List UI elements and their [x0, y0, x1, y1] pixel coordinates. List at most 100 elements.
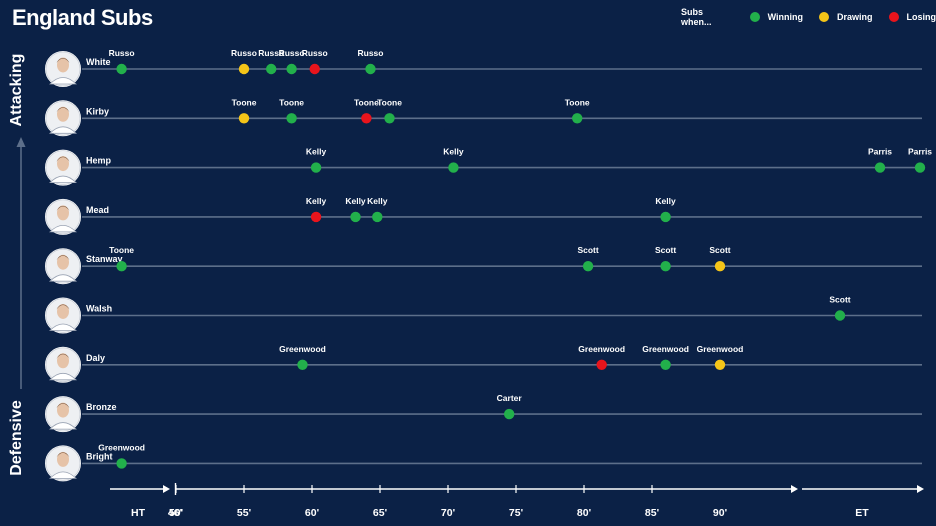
sub-point-winning	[116, 458, 127, 469]
sub-event: Toone	[232, 97, 257, 124]
sub-point-winning	[116, 261, 127, 272]
x-tick-label: 46'	[168, 507, 182, 519]
sub-point-winning	[310, 162, 322, 173]
sub-label: Russo	[279, 48, 305, 58]
sub-label: Parris	[908, 147, 932, 157]
player-name: Bright	[86, 451, 113, 461]
sub-label: Toone	[377, 97, 402, 107]
sub-label: Greenwood	[98, 442, 145, 452]
sub-point-winning	[874, 162, 886, 173]
sub-label: Greenwood	[642, 344, 689, 354]
sub-event: Greenwood	[98, 442, 145, 469]
player-row-bronze: Bronze Carter	[44, 393, 922, 434]
sub-label: Greenwood	[697, 344, 744, 354]
x-tick-label: 90'	[713, 507, 727, 519]
sub-point-winning	[297, 359, 308, 370]
x-tick-label: 65'	[373, 507, 387, 519]
sub-label: Toone	[109, 245, 134, 255]
sub-point-drawing	[714, 359, 726, 370]
sub-event: Toone	[279, 97, 304, 124]
sub-event: Parris	[868, 147, 892, 173]
legend-swatch-winning	[749, 12, 760, 22]
sub-point-winning	[504, 408, 515, 420]
legend-swatch-drawing	[818, 12, 829, 22]
sub-point-losing	[361, 113, 372, 124]
sub-label: Toone	[232, 97, 257, 107]
player-avatar	[44, 444, 82, 483]
sub-point-drawing	[238, 113, 250, 124]
sub-event: Scott	[829, 295, 851, 321]
sub-point-winning	[365, 63, 376, 75]
player-name: White	[86, 57, 111, 67]
sub-event: Russo	[258, 48, 284, 75]
sub-event: Kelly	[306, 147, 327, 173]
x-tick-label: 50'	[169, 507, 183, 519]
sub-event: Kelly	[443, 147, 464, 173]
sub-point-winning	[572, 113, 583, 124]
sub-point-winning	[914, 162, 926, 173]
legend-item-winning: Winning	[749, 12, 803, 22]
sub-label: Toone	[354, 97, 379, 107]
sub-label: Russo	[302, 48, 328, 58]
sub-point-winning	[116, 63, 127, 75]
legend: Subs when... Winning Drawing Losing	[681, 7, 936, 27]
x-tick-label: 85'	[645, 507, 659, 519]
sub-point-winning	[448, 162, 459, 173]
legend-item-losing: Losing	[888, 12, 936, 22]
sub-label: Toone	[279, 97, 304, 107]
sub-point-losing	[309, 63, 320, 75]
sub-label: Greenwood	[578, 344, 625, 354]
sub-event: Greenwood	[697, 344, 744, 370]
x-axis: HT 46'50' 55' 60' 65' 70' 75' 80' 85' 90' ET	[110, 483, 924, 519]
sub-label: Russo	[357, 48, 383, 58]
player-avatar	[44, 148, 82, 187]
sub-event: Russo	[302, 48, 328, 75]
sub-event: Greenwood	[279, 344, 326, 370]
legend-title: Subs when...	[681, 7, 712, 27]
sub-event: Toone	[377, 97, 402, 124]
legend-item-drawing: Drawing	[818, 12, 873, 22]
player-avatar	[44, 50, 82, 88]
sub-point-winning	[266, 63, 277, 75]
sub-label: Scott	[577, 245, 598, 255]
legend-swatch-losing	[888, 12, 899, 22]
player-avatar	[44, 296, 82, 335]
player-name: Hemp	[86, 156, 112, 166]
sub-point-winning	[384, 113, 395, 124]
player-row-hemp: Hemp Kelly Kelly Parris Parris	[44, 147, 932, 187]
sub-point-winning	[286, 63, 297, 75]
sub-label: Kelly	[367, 196, 388, 206]
player-name: Kirby	[86, 106, 109, 116]
sub-event: Kelly	[306, 196, 327, 223]
player-name: Stanway	[86, 254, 123, 264]
sub-label: Kelly	[306, 196, 327, 206]
player-avatar	[44, 345, 82, 384]
sub-event: Toone	[565, 97, 590, 124]
sub-event: Scott	[577, 245, 599, 272]
sub-event: Kelly	[345, 196, 366, 223]
sub-label: Kelly	[345, 196, 366, 206]
sub-event: Greenwood	[642, 344, 689, 370]
sub-label: Kelly	[443, 147, 464, 157]
sub-event: Toone	[109, 245, 134, 272]
sub-point-drawing	[238, 63, 250, 75]
x-tick-label: 70'	[441, 507, 455, 519]
x-tick-label: 55'	[237, 507, 251, 519]
sub-label: Russo	[258, 48, 284, 58]
player-avatar	[44, 99, 82, 138]
sub-label: Kelly	[306, 147, 327, 157]
sub-event: Kelly	[655, 196, 676, 223]
sub-event: Toone	[354, 97, 379, 124]
sub-point-winning	[660, 261, 671, 272]
player-row-walsh: Walsh Scott	[44, 295, 922, 335]
sub-label: Russo	[109, 48, 135, 58]
sub-point-winning	[660, 359, 671, 370]
legend-label-winning: Winning	[767, 12, 803, 22]
sub-point-drawing	[714, 261, 726, 272]
